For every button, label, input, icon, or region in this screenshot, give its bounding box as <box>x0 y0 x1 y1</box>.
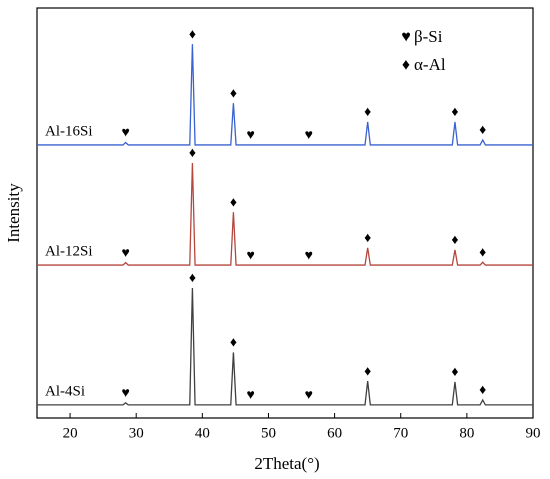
series-label: Al-12Si <box>45 244 93 260</box>
x-tick-label: 40 <box>195 425 210 441</box>
legend-label: α-Al <box>414 55 446 74</box>
x-tick-label: 80 <box>459 425 474 441</box>
data-line <box>37 288 533 406</box>
peak-marker: ♥ <box>121 126 129 141</box>
peak-marker: ♥ <box>305 388 313 403</box>
peak-marker: ♥ <box>246 388 254 403</box>
legend-label: β-Si <box>414 27 443 46</box>
x-tick-label: 70 <box>393 425 408 441</box>
peak-marker: ♥ <box>121 246 129 261</box>
peak-marker: ♦ <box>479 245 486 260</box>
x-tick-label: 90 <box>526 425 541 441</box>
data-line <box>37 162 533 266</box>
peak-marker: ♥ <box>305 128 313 143</box>
peak-marker: ♦ <box>189 271 196 286</box>
peak-marker: ♦ <box>364 231 371 246</box>
y-axis-label: Intensity <box>4 183 23 243</box>
x-tick-label: 20 <box>63 425 78 441</box>
x-tick-label: 50 <box>261 425 276 441</box>
peak-marker: ♦ <box>230 195 237 210</box>
peak-marker: ♦ <box>479 383 486 398</box>
legend-symbol: ♥ <box>401 29 411 46</box>
peak-marker: ♥ <box>121 386 129 401</box>
x-tick-label: 60 <box>327 425 342 441</box>
peak-marker: ♦ <box>230 336 237 351</box>
peak-marker: ♥ <box>305 248 313 263</box>
peak-marker: ♦ <box>479 123 486 138</box>
data-line <box>37 44 533 146</box>
peak-marker: ♦ <box>364 105 371 120</box>
series-label: Al-16Si <box>45 123 93 139</box>
series-label: Al-4Si <box>45 383 85 399</box>
peak-marker: ♦ <box>451 105 458 120</box>
x-axis-label: 2Theta(°) <box>254 454 319 473</box>
legend-symbol: ♦ <box>402 57 410 74</box>
plot-frame <box>36 7 534 419</box>
peak-marker: ♦ <box>189 146 196 161</box>
peak-marker: ♥ <box>246 248 254 263</box>
peak-marker: ♦ <box>364 364 371 379</box>
peak-marker: ♦ <box>451 365 458 380</box>
x-tick-label: 30 <box>129 425 144 441</box>
peak-marker: ♦ <box>230 86 237 101</box>
peak-marker: ♥ <box>246 128 254 143</box>
peak-marker: ♦ <box>189 27 196 42</box>
peak-marker: ♦ <box>451 233 458 248</box>
